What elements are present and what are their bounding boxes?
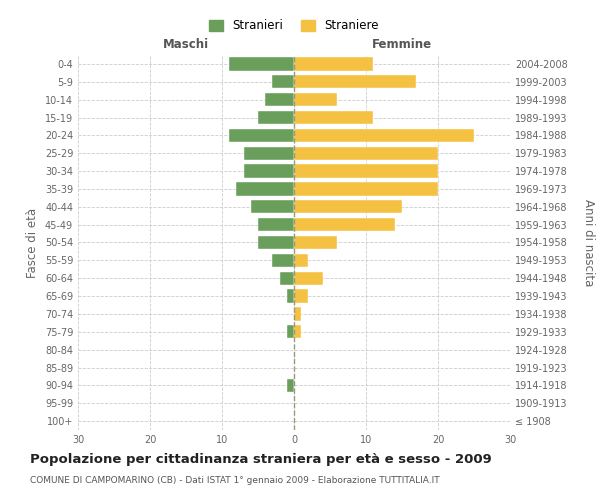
- Bar: [287, 290, 294, 303]
- Bar: [287, 378, 294, 392]
- Bar: [294, 325, 301, 338]
- Bar: [294, 200, 402, 213]
- Bar: [294, 75, 416, 88]
- Bar: [294, 236, 337, 249]
- Bar: [294, 182, 438, 196]
- Bar: [294, 146, 438, 160]
- Text: COMUNE DI CAMPOMARINO (CB) - Dati ISTAT 1° gennaio 2009 - Elaborazione TUTTITALI: COMUNE DI CAMPOMARINO (CB) - Dati ISTAT …: [30, 476, 440, 485]
- Bar: [258, 111, 294, 124]
- Legend: Stranieri, Straniere: Stranieri, Straniere: [205, 16, 383, 36]
- Bar: [272, 75, 294, 88]
- Bar: [272, 254, 294, 267]
- Bar: [265, 93, 294, 106]
- Bar: [294, 57, 373, 70]
- Bar: [258, 236, 294, 249]
- Y-axis label: Fasce di età: Fasce di età: [26, 208, 39, 278]
- Bar: [280, 272, 294, 285]
- Bar: [294, 164, 438, 178]
- Bar: [236, 182, 294, 196]
- Bar: [287, 325, 294, 338]
- Bar: [294, 93, 337, 106]
- Bar: [294, 128, 474, 142]
- Bar: [229, 128, 294, 142]
- Y-axis label: Anni di nascita: Anni di nascita: [581, 199, 595, 286]
- Bar: [251, 200, 294, 213]
- Bar: [294, 111, 373, 124]
- Text: Popolazione per cittadinanza straniera per età e sesso - 2009: Popolazione per cittadinanza straniera p…: [30, 452, 492, 466]
- Bar: [294, 218, 395, 232]
- Text: Femmine: Femmine: [372, 38, 432, 52]
- Bar: [294, 272, 323, 285]
- Bar: [294, 290, 308, 303]
- Text: Maschi: Maschi: [163, 38, 209, 52]
- Bar: [229, 57, 294, 70]
- Bar: [244, 146, 294, 160]
- Bar: [244, 164, 294, 178]
- Bar: [294, 254, 308, 267]
- Bar: [258, 218, 294, 232]
- Bar: [294, 307, 301, 320]
